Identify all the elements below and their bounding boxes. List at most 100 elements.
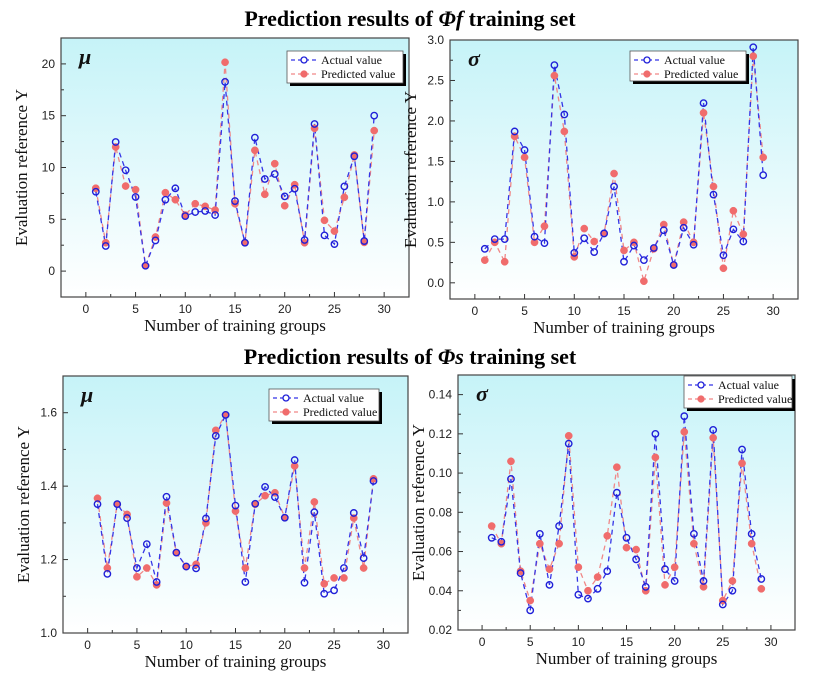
predicted-point xyxy=(680,428,689,436)
predicted-point xyxy=(709,433,718,442)
predicted-point xyxy=(310,498,319,506)
predicted-point xyxy=(757,584,766,593)
actual-point xyxy=(651,429,660,438)
actual-point xyxy=(612,488,621,497)
predicted-point xyxy=(500,257,509,266)
panel-label: μ xyxy=(80,382,93,407)
legend-marker xyxy=(697,381,705,389)
actual-point xyxy=(211,211,220,219)
x-tick-label: 25 xyxy=(328,302,342,316)
predicted-point xyxy=(142,564,151,572)
y-tick-label: 0.14 xyxy=(429,388,453,402)
actual-point xyxy=(142,540,151,549)
actual-point xyxy=(516,569,525,578)
actual-point xyxy=(729,225,738,234)
actual-point xyxy=(349,509,358,517)
predicted-point xyxy=(290,462,299,470)
actual-point xyxy=(231,501,240,510)
y-tick-label: 2.0 xyxy=(427,114,444,128)
actual-point xyxy=(241,238,249,247)
y-tick-label: 2.5 xyxy=(427,73,444,87)
actual-point xyxy=(669,261,678,269)
actual-point xyxy=(241,578,250,586)
actual-point xyxy=(679,223,688,232)
predicted-point xyxy=(613,463,621,472)
actual-point xyxy=(639,256,648,265)
actual-point xyxy=(131,193,140,201)
x-tick-label: 10 xyxy=(572,635,586,649)
x-tick-label: 5 xyxy=(132,302,139,316)
actual-point xyxy=(690,529,698,538)
legend-entry: Predicted value xyxy=(664,67,738,81)
actual-point xyxy=(370,111,379,120)
actual-point xyxy=(191,208,200,216)
x-axis-label: Number of training groups xyxy=(533,318,715,337)
actual-point xyxy=(699,99,708,108)
y-tick-label: 3.0 xyxy=(427,33,444,47)
actual-point xyxy=(91,187,100,196)
predicted-point xyxy=(622,543,631,552)
x-axis-label: Number of training groups xyxy=(536,649,718,668)
actual-point xyxy=(113,500,122,509)
actual-point xyxy=(172,548,181,557)
predicted-point xyxy=(526,596,535,605)
legend-entry: Actual value xyxy=(664,53,725,67)
y-axis-label: Evaluation reference Y xyxy=(409,424,428,581)
legend-marker xyxy=(282,408,290,416)
actual-point xyxy=(101,242,110,250)
actual-point xyxy=(290,184,299,193)
row-title-prefix: Prediction results of xyxy=(243,344,438,369)
x-tick-label: 15 xyxy=(620,635,634,649)
actual-point xyxy=(593,584,602,593)
actual-point xyxy=(360,237,369,245)
legend-marker xyxy=(300,70,308,78)
y-tick-label: 0.12 xyxy=(429,427,453,441)
predicted-point xyxy=(280,201,289,210)
predicted-point xyxy=(564,431,573,440)
y-tick-label: 0.02 xyxy=(429,623,453,637)
legend-box xyxy=(683,375,793,409)
predicted-point xyxy=(739,230,748,239)
actual-point xyxy=(757,575,766,583)
predicted-point xyxy=(580,224,589,233)
legend-marker xyxy=(282,394,290,402)
predicted-point xyxy=(555,539,563,548)
actual-point xyxy=(659,226,668,235)
x-tick-label: 30 xyxy=(764,635,778,649)
predicted-point xyxy=(221,58,229,67)
x-tick-label: 20 xyxy=(667,304,681,318)
actual-point xyxy=(555,522,563,530)
y-tick-label: 0.08 xyxy=(429,505,453,519)
actual-point xyxy=(510,127,519,136)
x-tick-label: 20 xyxy=(278,302,292,316)
actual-point xyxy=(487,533,496,542)
actual-point xyxy=(310,120,319,128)
actual-point xyxy=(181,212,190,220)
actual-point xyxy=(661,565,669,574)
actual-point xyxy=(133,564,141,572)
plot-frame xyxy=(60,37,410,298)
predicted-point xyxy=(191,199,200,208)
x-tick-label: 0 xyxy=(84,638,91,652)
actual-point xyxy=(718,600,727,609)
actual-point xyxy=(300,236,309,244)
actual-point xyxy=(271,493,279,502)
actual-point xyxy=(320,589,329,598)
legend-entry: Predicted value xyxy=(321,67,395,81)
y-tick-label: 20 xyxy=(42,57,56,71)
actual-point xyxy=(620,257,628,266)
predicted-point xyxy=(270,159,279,168)
predicted-point xyxy=(651,453,660,462)
y-tick-label: 1.6 xyxy=(40,406,57,420)
actual-point xyxy=(290,456,299,464)
actual-point xyxy=(152,578,161,586)
actual-point xyxy=(192,564,200,573)
actual-point xyxy=(221,411,230,419)
x-axis-label: Number of training groups xyxy=(145,652,327,671)
predicted-point xyxy=(550,71,559,80)
predicted-point xyxy=(300,564,309,572)
